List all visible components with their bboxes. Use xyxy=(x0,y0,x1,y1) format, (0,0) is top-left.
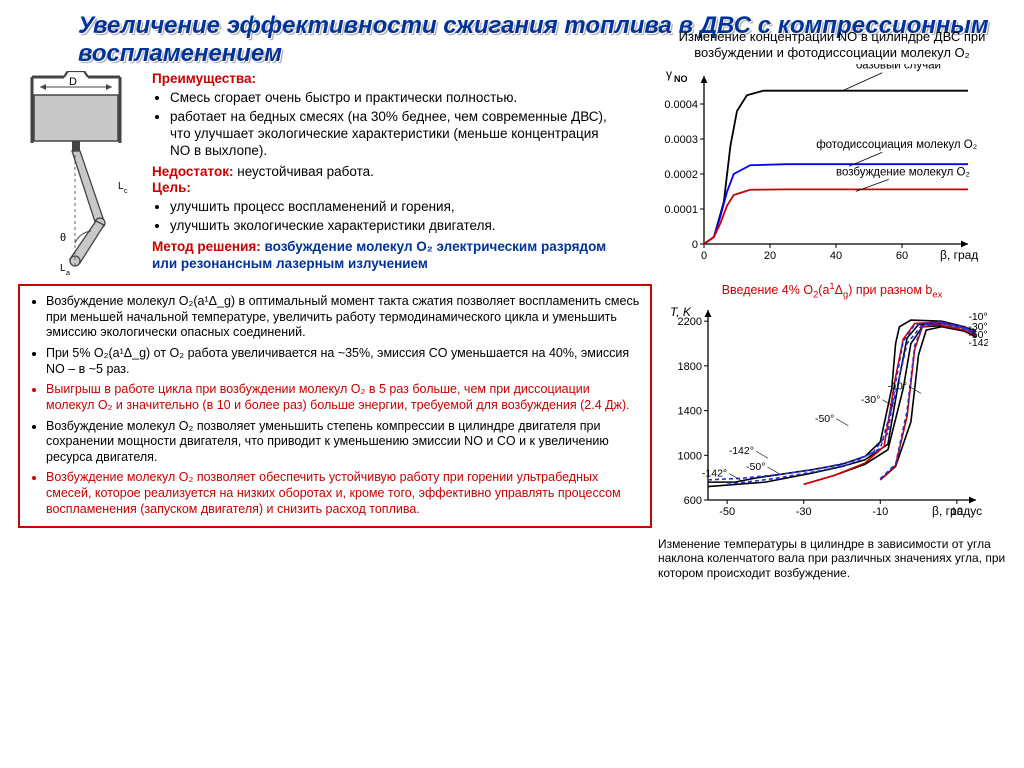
advantages-item: Смесь сгорает очень быстро и практически… xyxy=(170,90,618,107)
svg-text:1800: 1800 xyxy=(678,361,702,373)
svg-text:0.0001: 0.0001 xyxy=(664,204,698,216)
svg-text:θ: θ xyxy=(60,232,66,244)
drawback-heading: Недостаток: xyxy=(152,164,233,179)
goal-item: улучшить экологические характеристики дв… xyxy=(170,218,618,235)
svg-text:γ: γ xyxy=(666,67,672,81)
svg-text:1400: 1400 xyxy=(678,406,702,418)
svg-text:0.0003: 0.0003 xyxy=(664,134,698,146)
svg-text:T, K: T, K xyxy=(670,305,692,319)
svg-text:20: 20 xyxy=(764,250,776,262)
svg-text:0: 0 xyxy=(692,239,698,251)
svg-text:NO: NO xyxy=(674,74,688,84)
advantages-heading: Преимущества: xyxy=(152,71,256,86)
chart2-footnote: Изменение температуры в цилиндре в завис… xyxy=(658,537,1006,580)
svg-text:-50°: -50° xyxy=(815,413,834,425)
svg-text:-142°: -142° xyxy=(729,445,754,457)
svg-text:1000: 1000 xyxy=(678,450,702,462)
goal-item: улучшить процесс воспламенений и горения… xyxy=(170,199,618,216)
svg-text:a: a xyxy=(66,270,70,275)
svg-text:600: 600 xyxy=(684,495,702,507)
svg-text:фотодиссоциация молекул O₂: фотодиссоциация молекул O₂ xyxy=(816,140,977,152)
results-item: Выигрыш в работе цикла при возбуждении м… xyxy=(46,382,640,413)
svg-text:c: c xyxy=(124,188,128,195)
svg-text:-10: -10 xyxy=(872,506,888,518)
results-item: Возбуждение молекул O₂ позволяет обеспеч… xyxy=(46,470,640,517)
results-box: Возбуждение молекул O₂(a¹Δ_g) в оптималь… xyxy=(18,284,652,528)
svg-text:возбуждение молекул O₂: возбуждение молекул O₂ xyxy=(836,167,970,179)
advantages-list: Смесь сгорает очень быстро и практически… xyxy=(152,90,618,160)
advantages-item: работает на бедных смесях (на 30% беднее… xyxy=(170,109,618,160)
chart1-caption: Изменение концентрации NO в цилиндре ДВС… xyxy=(658,29,1006,60)
svg-text:β, град: β, град xyxy=(940,248,978,262)
svg-text:-50: -50 xyxy=(719,506,735,518)
svg-text:0.0002: 0.0002 xyxy=(664,169,698,181)
description-block: Преимущества: Смесь сгорает очень быстро… xyxy=(152,71,618,275)
chart2-caption: Введение 4% O2(a1Δg) при разном bex xyxy=(658,281,1006,300)
svg-text:40: 40 xyxy=(830,250,842,262)
svg-text:-50°: -50° xyxy=(746,461,765,473)
temperature-chart: -50-30-10106001000140018002200T, Kβ, гра… xyxy=(658,300,1006,533)
svg-text:D: D xyxy=(69,76,77,88)
svg-text:базовый случай: базовый случай xyxy=(856,64,941,72)
svg-text:-30: -30 xyxy=(796,506,812,518)
goal-list: улучшить процесс воспламенений и горения… xyxy=(152,199,618,235)
method-heading: Метод решения: xyxy=(152,239,261,254)
results-item: Возбуждение молекул O₂ позволяет уменьши… xyxy=(46,419,640,466)
svg-text:0: 0 xyxy=(701,250,707,262)
drawback-text: неустойчивая работа. xyxy=(237,164,374,179)
svg-text:-30°: -30° xyxy=(861,394,880,406)
goal-heading: Цель: xyxy=(152,180,191,195)
svg-text:-10°: -10° xyxy=(888,380,907,392)
svg-text:-142°: -142° xyxy=(968,337,988,349)
results-item: При 5% O₂(a¹Δ_g) от O₂ работа увеличивае… xyxy=(46,346,640,377)
svg-text:β, градус: β, градус xyxy=(932,504,982,518)
piston-diagram: DθLcLa xyxy=(18,71,136,275)
svg-text:-142°: -142° xyxy=(702,468,727,480)
no-concentration-chart: 0 20 40 60 0 0.0001 0.0002 0.0003 0.0004 γNO β, гр… xyxy=(658,64,1006,277)
results-item: Возбуждение молекул O₂(a¹Δ_g) в оптималь… xyxy=(46,294,640,341)
svg-text:0.0004: 0.0004 xyxy=(664,99,698,111)
svg-text:60: 60 xyxy=(896,250,908,262)
